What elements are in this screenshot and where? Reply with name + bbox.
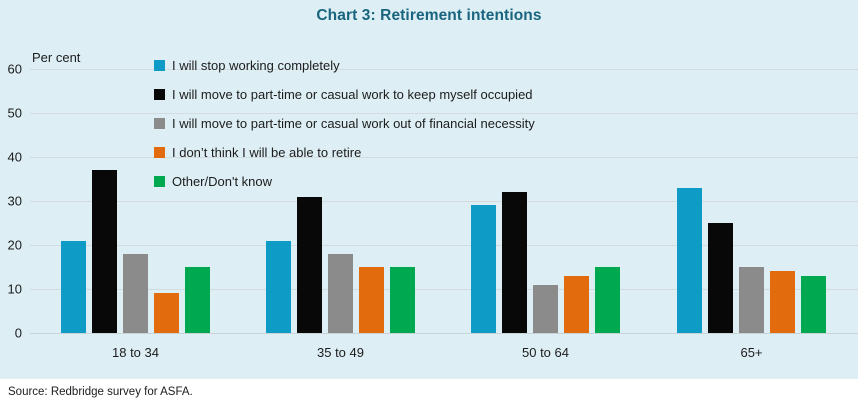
bar-group bbox=[677, 69, 826, 333]
bar bbox=[359, 267, 384, 333]
plot-area: 0 10 20 30 40 50 60 18 to 34 35 to 49 50 to 64 65+ bbox=[8, 62, 858, 360]
legend-swatch bbox=[154, 60, 165, 71]
bar bbox=[533, 284, 558, 333]
bar-group bbox=[266, 69, 415, 333]
bar bbox=[739, 267, 764, 333]
bar bbox=[677, 187, 702, 333]
bar bbox=[564, 275, 589, 333]
legend-item: I will stop working completely bbox=[154, 51, 535, 80]
y-axis-tick-label: 30 bbox=[7, 193, 22, 209]
x-axis-category-label: 35 to 49 bbox=[317, 345, 364, 360]
legend-item: I don’t think I will be able to retire bbox=[154, 138, 535, 167]
bar bbox=[801, 275, 826, 333]
bar bbox=[61, 240, 86, 333]
source-note: Source: Redbridge survey for ASFA. bbox=[8, 386, 193, 398]
y-axis-tick-label: 0 bbox=[14, 325, 22, 341]
bar bbox=[266, 240, 291, 333]
bar bbox=[502, 192, 527, 333]
x-axis-line bbox=[30, 333, 858, 334]
legend-item: Other/Don't know bbox=[154, 167, 535, 196]
bar bbox=[471, 205, 496, 333]
bar bbox=[92, 170, 117, 333]
y-axis-tick-label: 10 bbox=[7, 281, 22, 297]
x-axis-category-label: 50 to 64 bbox=[522, 345, 569, 360]
gridline bbox=[30, 201, 858, 202]
gridline bbox=[30, 69, 858, 70]
legend-label: I don’t think I will be able to retire bbox=[172, 145, 362, 160]
y-axis-unit-label: Per cent bbox=[32, 50, 81, 65]
bar bbox=[708, 223, 733, 333]
y-axis-tick-label: 40 bbox=[7, 149, 22, 165]
bar bbox=[595, 267, 620, 333]
bar-group bbox=[61, 69, 210, 333]
y-axis-tick-label: 60 bbox=[7, 61, 22, 77]
legend-swatch bbox=[154, 176, 165, 187]
y-axis-tick-label: 20 bbox=[7, 237, 22, 253]
chart-title: Chart 3: Retirement intentions bbox=[316, 7, 542, 24]
bar bbox=[297, 196, 322, 333]
bar bbox=[185, 267, 210, 333]
bar bbox=[770, 271, 795, 333]
legend-label: I will move to part-time or casual work … bbox=[172, 116, 535, 131]
legend-item: I will move to part-time or casual work … bbox=[154, 109, 535, 138]
chart-panel: Chart 3: Retirement intentions Per cent … bbox=[0, 0, 858, 379]
bar-group bbox=[471, 69, 620, 333]
gridline bbox=[30, 113, 858, 114]
gridline bbox=[30, 157, 858, 158]
legend-swatch bbox=[154, 118, 165, 129]
legend-swatch bbox=[154, 147, 165, 158]
bar bbox=[328, 253, 353, 333]
bar bbox=[390, 267, 415, 333]
legend-swatch bbox=[154, 89, 165, 100]
legend-label: I will stop working completely bbox=[172, 58, 340, 73]
legend: I will stop working completely I will mov… bbox=[154, 51, 535, 196]
bar bbox=[154, 293, 179, 333]
legend-label: Other/Don't know bbox=[172, 174, 273, 189]
y-axis-tick-label: 50 bbox=[7, 105, 22, 121]
legend-label: I will move to part-time or casual work … bbox=[172, 87, 533, 102]
legend-item: I will move to part-time or casual work … bbox=[154, 80, 535, 109]
gridline bbox=[30, 289, 858, 290]
x-axis-category-label: 65+ bbox=[740, 345, 763, 360]
x-axis-category-label: 18 to 34 bbox=[112, 345, 159, 360]
gridline bbox=[30, 245, 858, 246]
bar bbox=[123, 253, 148, 333]
